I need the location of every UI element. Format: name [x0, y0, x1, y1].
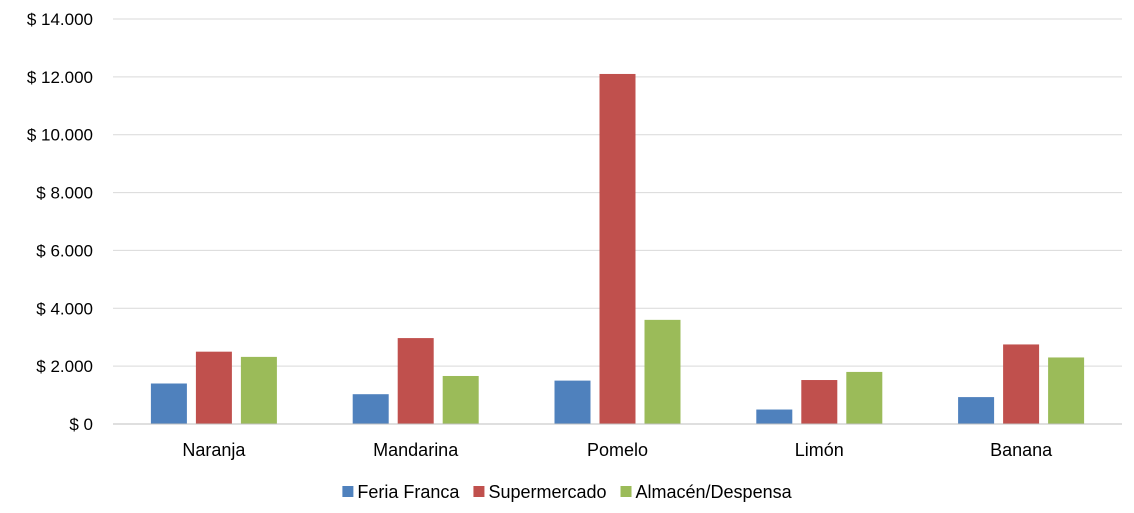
bar-almacen-despensa-mandarina — [442, 375, 479, 424]
x-tick-label: Naranja — [182, 440, 246, 460]
bar-feria-franca-limon — [756, 409, 793, 424]
bar-supermercado-limon — [801, 380, 838, 424]
legend-swatch — [342, 486, 354, 497]
legend-item-almacen-despensa: Almacén/Despensa — [620, 482, 793, 502]
bar-almacen-despensa-naranja — [240, 356, 277, 424]
y-axis-tick-labels: $ 0 $ 2.000 $ 4.000 $ 6.000 $ 8.000 $ 10.000 $… — [27, 10, 93, 434]
legend-label: Supermercado — [488, 482, 606, 502]
bar-supermercado-mandarina — [397, 338, 434, 424]
legend-item-feria-franca: Feria Franca — [342, 482, 460, 502]
y-tick-label: $ 2.000 — [36, 357, 93, 376]
y-tick-label: $ 4.000 — [36, 299, 93, 318]
legend-swatch — [473, 486, 485, 497]
legend-swatch — [620, 486, 632, 497]
y-tick-label: $ 8.000 — [36, 184, 93, 203]
y-tick-label: $ 6.000 — [36, 241, 93, 260]
x-tick-label: Banana — [990, 440, 1053, 460]
bar-supermercado-naranja — [195, 351, 232, 424]
bar-feria-franca-naranja — [150, 383, 187, 424]
bar-almacen-despensa-limon — [846, 371, 883, 424]
bar-almacen-despensa-banana — [1048, 357, 1085, 424]
legend-label: Almacén/Despensa — [636, 482, 793, 502]
y-tick-label: $ 0 — [69, 415, 93, 434]
x-tick-label: Mandarina — [373, 440, 459, 460]
y-tick-label: $ 14.000 — [27, 10, 93, 29]
bar-feria-franca-mandarina — [352, 394, 389, 424]
legend-item-supermercado: Supermercado — [473, 482, 607, 502]
x-tick-label: Limón — [795, 440, 844, 460]
x-tick-label: Pomelo — [587, 440, 648, 460]
legend-label: Feria Franca — [357, 482, 460, 502]
bar-supermercado-banana — [1003, 344, 1040, 424]
y-tick-label: $ 12.000 — [27, 68, 93, 87]
bar-supermercado-pomelo — [599, 73, 636, 424]
bar-feria-franca-banana — [958, 397, 995, 424]
x-axis-category-labels: Naranja Mandarina Pomelo Limón Banana — [182, 440, 1053, 460]
y-tick-label: $ 10.000 — [27, 126, 93, 145]
bars — [150, 73, 1085, 424]
bar-feria-franca-pomelo — [554, 380, 591, 424]
legend: Feria Franca Supermercado Almacén/Despensa — [342, 482, 793, 502]
bar-almacen-despensa-pomelo — [644, 319, 681, 424]
